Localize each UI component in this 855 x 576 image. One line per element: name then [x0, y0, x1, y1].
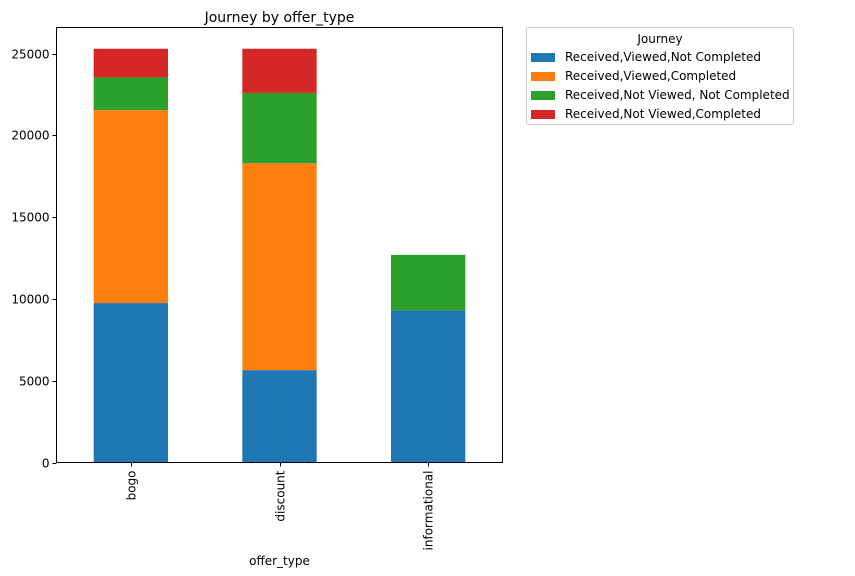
legend-swatch	[531, 91, 555, 100]
y-tick-label: 15000	[11, 211, 49, 225]
x-tick-label: bogo	[125, 471, 139, 501]
legend-swatch	[531, 110, 555, 119]
x-axis-label: offer_type	[249, 554, 310, 568]
bar-segment	[93, 110, 168, 304]
bars-layer	[93, 48, 466, 463]
y-axis: 0 5000 10000 15000 20000 25000	[11, 48, 57, 471]
y-tick-label: 5000	[19, 375, 50, 389]
x-axis: bogo discount informational	[125, 462, 436, 551]
bar-segment	[93, 48, 168, 78]
bar-segment	[242, 163, 317, 371]
x-tick-label: discount	[274, 470, 288, 521]
x-tick-label: informational	[422, 471, 436, 551]
bar-segment	[242, 92, 317, 164]
bar-segment	[242, 48, 317, 93]
plot-frame	[56, 27, 503, 463]
bar-segment	[391, 310, 466, 463]
chart-title: Journey by offer_type	[204, 10, 355, 26]
legend-label: Received,Not Viewed,Completed	[565, 107, 761, 121]
legend: Journey Received,Viewed,Not Completed Re…	[526, 27, 794, 125]
legend-swatch	[531, 53, 555, 62]
bar-segment	[93, 77, 168, 111]
y-tick-label: 25000	[11, 48, 49, 62]
legend-label: Received,Viewed,Not Completed	[565, 50, 761, 64]
legend-label: Received,Not Viewed, Not Completed	[565, 88, 790, 102]
y-tick-label: 0	[42, 457, 50, 471]
y-tick-label: 10000	[11, 293, 49, 307]
bar-segment	[93, 303, 168, 463]
legend-label: Received,Viewed,Completed	[565, 69, 737, 83]
y-tick-label: 20000	[11, 129, 49, 143]
legend-swatch	[531, 72, 555, 81]
legend-title: Journey	[637, 32, 683, 46]
bar-segment	[242, 370, 317, 463]
bar-segment	[391, 254, 466, 311]
